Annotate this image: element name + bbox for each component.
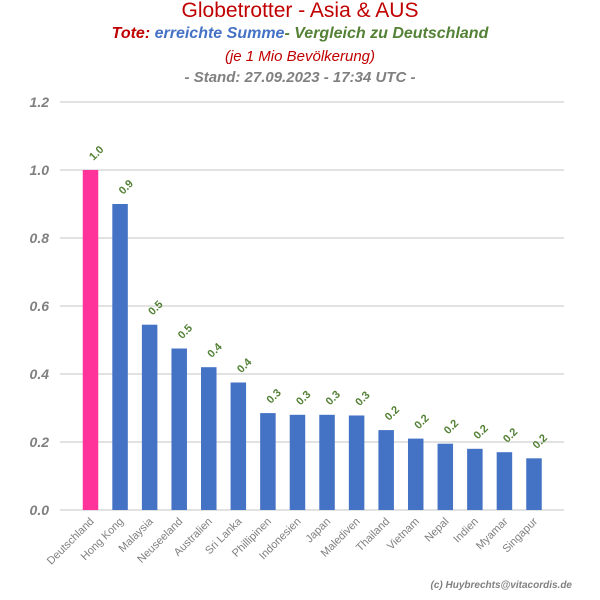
chart-per-capita-note: (je 1 Mio Bevölkerung) [224,48,376,65]
data-label: 0.3 [353,389,372,408]
bar [526,458,542,510]
bar [319,414,335,510]
data-label: 0.2 [472,423,491,442]
y-tick-label: 0.2 [30,434,50,450]
bar [407,438,424,510]
data-label: 0.2 [442,418,461,437]
chart-title: Globetrotter - Asia & AUS [181,0,419,22]
bar [289,414,306,510]
data-label: 0.4 [235,356,255,376]
x-tick-label: Vietnam [385,516,422,553]
data-label: 0.2 [383,404,402,423]
bar [82,170,99,510]
y-axis: 0.0 0.2 0.4 0.6 0.8 1.0 1.2 [30,94,50,518]
bars [82,170,542,510]
data-label: 0.5 [146,299,165,318]
bar [467,448,483,510]
subtitle-summe: erreichte Summe [154,25,285,42]
data-label: 1.0 [87,144,106,163]
data-label: 0.4 [205,340,225,360]
y-tick-label: 0.0 [30,502,50,518]
y-tick-label: 0.6 [30,298,50,314]
bar [348,415,365,510]
credit-text: (c) Huybrechts@vitacordis.de [430,580,572,591]
data-label: 0.3 [265,387,284,406]
bar [230,382,247,510]
data-label: 0.3 [324,389,343,408]
subtitle-vergleich: - Vergleich zu Deutschland [284,25,489,42]
gridlines [60,101,564,511]
chart-subtitle: Tote: erreichte Summe- Vergleich zu Deut… [0,25,600,43]
bar [141,324,158,510]
data-label: 0.2 [531,432,550,451]
data-label: 0.3 [294,389,313,408]
x-tick-label: Nepal [423,516,452,545]
data-label: 0.2 [412,412,431,431]
data-label: 0.9 [117,178,136,197]
data-label: 0.5 [176,322,195,341]
bar [171,348,187,510]
bar [260,413,276,510]
y-tick-label: 0.8 [30,230,50,246]
y-tick-label: 1.0 [30,162,50,178]
bar [201,367,217,510]
chart-timestamp: - Stand: 27.09.2023 - 17:34 UTC - [184,69,416,86]
bar [378,430,394,510]
bar [496,452,513,510]
y-tick-label: 0.4 [30,366,50,382]
subtitle-tote: Tote: [111,25,151,42]
bar [437,443,454,510]
bar [112,204,128,510]
y-tick-label: 1.2 [30,94,50,110]
